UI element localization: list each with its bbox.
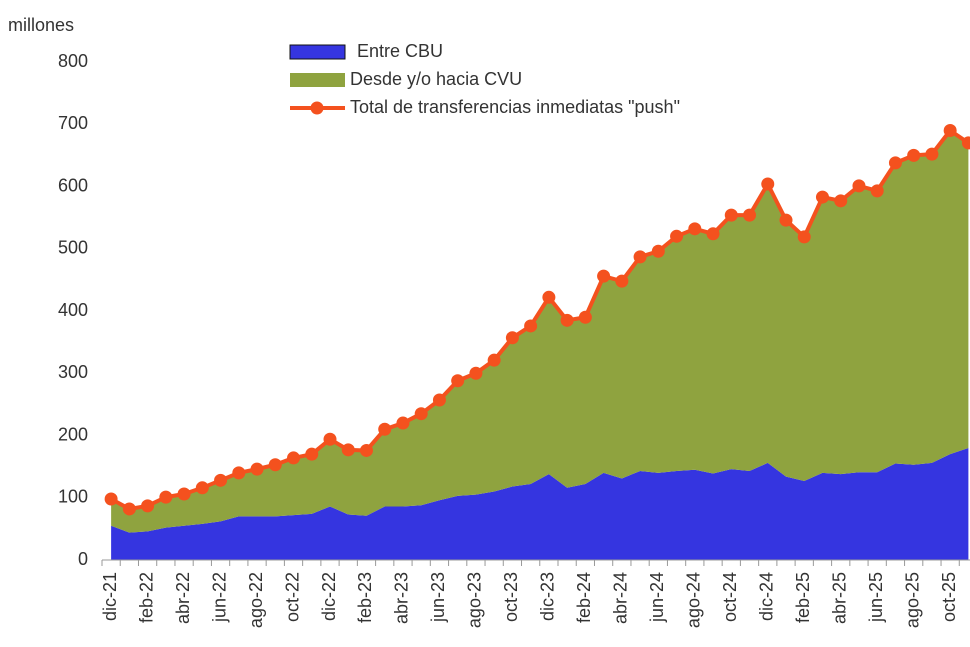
marker xyxy=(706,227,720,241)
marker xyxy=(743,208,757,222)
marker xyxy=(907,148,921,162)
marker xyxy=(560,313,574,327)
marker xyxy=(888,156,902,170)
x-tick-label: feb-23 xyxy=(355,572,375,623)
marker xyxy=(195,481,209,495)
x-tick-label: ago-22 xyxy=(246,572,266,628)
x-tick-label: ago-24 xyxy=(684,572,704,628)
marker xyxy=(232,466,246,480)
marker xyxy=(761,177,775,191)
marker xyxy=(487,353,501,367)
x-tick-label: oct-24 xyxy=(720,572,740,622)
marker xyxy=(925,147,939,161)
x-tick-label: abr-24 xyxy=(611,572,631,624)
marker xyxy=(615,274,629,288)
marker xyxy=(779,213,793,227)
x-tick-label: dic-24 xyxy=(757,572,777,621)
marker xyxy=(542,290,556,304)
marker xyxy=(505,331,519,345)
marker xyxy=(250,462,264,476)
marker xyxy=(159,490,173,504)
marker xyxy=(724,208,738,222)
x-tick-label: abr-23 xyxy=(392,572,412,624)
marker xyxy=(797,230,811,244)
marker xyxy=(305,447,319,461)
marker xyxy=(268,458,282,472)
x-tick-label: ago-25 xyxy=(902,572,922,628)
marker xyxy=(287,451,301,465)
marker xyxy=(414,407,428,421)
y-tick-label: 300 xyxy=(58,362,88,382)
marker xyxy=(341,443,355,457)
y-tick-label: 400 xyxy=(58,300,88,320)
x-tick-label: jun-24 xyxy=(647,572,667,623)
marker xyxy=(852,179,866,193)
marker xyxy=(141,499,155,513)
marker xyxy=(469,366,483,380)
marker xyxy=(104,492,118,506)
y-tick-label: 800 xyxy=(58,51,88,71)
marker xyxy=(524,319,538,333)
marker xyxy=(943,123,957,137)
x-tick-label: jun-23 xyxy=(428,572,448,623)
marker xyxy=(834,194,848,208)
marker xyxy=(688,222,702,236)
x-tick-label: abr-25 xyxy=(829,572,849,624)
y-tick-label: 600 xyxy=(58,175,88,195)
marker xyxy=(432,393,446,407)
legend-label: Desde y/o hacia CVU xyxy=(350,69,522,89)
legend-swatch xyxy=(289,44,346,60)
legend-swatch xyxy=(290,73,345,87)
marker xyxy=(651,244,665,258)
x-tick-label: dic-23 xyxy=(538,572,558,621)
y-tick-label: 100 xyxy=(58,487,88,507)
x-tick-label: jun-25 xyxy=(866,572,886,623)
y-tick-label: 0 xyxy=(78,549,88,569)
marker xyxy=(670,229,684,243)
marker xyxy=(323,432,337,446)
x-tick-label: dic-21 xyxy=(100,572,120,621)
marker xyxy=(359,443,373,457)
x-tick-label: abr-22 xyxy=(173,572,193,624)
x-tick-label: oct-25 xyxy=(939,572,959,622)
marker xyxy=(597,269,611,283)
legend-swatch xyxy=(310,101,324,115)
x-tick-label: oct-22 xyxy=(282,572,302,622)
marker xyxy=(122,502,136,516)
y-tick-label: 700 xyxy=(58,113,88,133)
legend-label: Entre CBU xyxy=(357,41,443,61)
marker xyxy=(578,310,592,324)
marker xyxy=(177,487,191,501)
marker xyxy=(633,250,647,264)
area xyxy=(111,447,969,560)
x-tick-label: ago-23 xyxy=(465,572,485,628)
y-tick-label: 200 xyxy=(58,424,88,444)
x-tick-label: feb-24 xyxy=(574,572,594,623)
marker xyxy=(396,416,410,430)
y-axis-label: millones xyxy=(8,15,74,35)
marker xyxy=(870,184,884,198)
x-tick-label: jun-22 xyxy=(209,572,229,623)
area xyxy=(111,130,969,533)
marker xyxy=(815,190,829,204)
marker xyxy=(378,422,392,436)
y-tick-label: 500 xyxy=(58,238,88,258)
legend-label: Total de transferencias inmediatas "push… xyxy=(350,97,680,117)
x-tick-label: feb-25 xyxy=(793,572,813,623)
x-tick-label: feb-22 xyxy=(136,572,156,623)
marker xyxy=(961,136,970,150)
x-tick-label: oct-23 xyxy=(501,572,521,622)
x-tick-label: dic-22 xyxy=(319,572,339,621)
marker xyxy=(214,473,228,487)
marker xyxy=(451,374,465,388)
